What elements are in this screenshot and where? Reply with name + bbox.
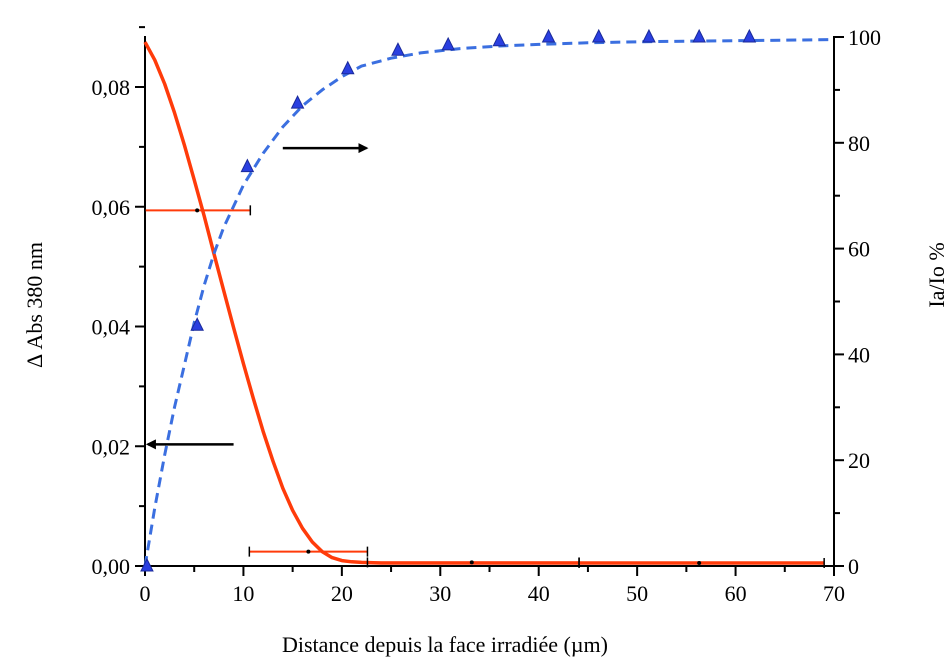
triangle-marker: [441, 36, 455, 51]
triangle-marker: [692, 28, 706, 43]
right-y-tick-label: 80: [848, 131, 870, 156]
triangle-marker: [642, 28, 656, 43]
triangle-marker: [140, 557, 154, 572]
left-y-tick-label: 0,08: [92, 75, 131, 100]
triangle-marker: [190, 317, 204, 331]
left-y-tick-label: 0,04: [92, 315, 131, 340]
x-tick-label: 20: [331, 581, 353, 606]
axes: [135, 26, 844, 576]
left-y-axis-title: Δ Abs 380 nm: [22, 242, 47, 368]
right-y-tick-label: 100: [848, 25, 881, 50]
error-bar-center: [306, 549, 311, 554]
x-tick-label: 0: [140, 581, 151, 606]
triangle-marker: [290, 95, 305, 109]
dashed-series-line: [143, 38, 835, 567]
x-tick-label: 30: [429, 581, 451, 606]
left-y-tick-label: 0,00: [92, 554, 131, 579]
right-y-tick-label: 20: [848, 448, 870, 473]
triangle-marker: [240, 158, 255, 173]
triangle-marker: [742, 28, 757, 43]
x-tick-label: 10: [232, 581, 254, 606]
right-y-axis-title: Ia/Io %: [924, 242, 949, 307]
error-bar-center: [195, 208, 200, 213]
triangle-marker: [541, 28, 556, 43]
tick-labels: 0 10 20 30 40 50 60 70 0,00 0,02 0,04 0,06 0,08 0 20 40…: [92, 25, 882, 606]
triangle-marker: [391, 42, 405, 56]
plot-area: [140, 28, 835, 572]
solid-series-line: [143, 41, 825, 565]
x-tick-label: 40: [528, 581, 550, 606]
triangle-marker: [591, 28, 606, 43]
triangle-marker: [340, 60, 355, 75]
right-y-tick-label: 0: [848, 554, 859, 579]
left-y-tick-label: 0,02: [92, 434, 131, 459]
error-bar-center: [469, 560, 474, 565]
left-y-tick-label: 0,06: [92, 195, 131, 220]
error-bar-center: [697, 561, 702, 566]
right-y-tick-label: 40: [848, 342, 870, 367]
x-axis-title: Distance depuis la face irradiée (µm): [282, 632, 608, 657]
triangle-marker: [492, 32, 507, 47]
right-y-tick-label: 60: [848, 237, 870, 262]
x-tick-label: 70: [823, 581, 845, 606]
x-tick-label: 60: [725, 581, 747, 606]
x-tick-label: 50: [626, 581, 648, 606]
